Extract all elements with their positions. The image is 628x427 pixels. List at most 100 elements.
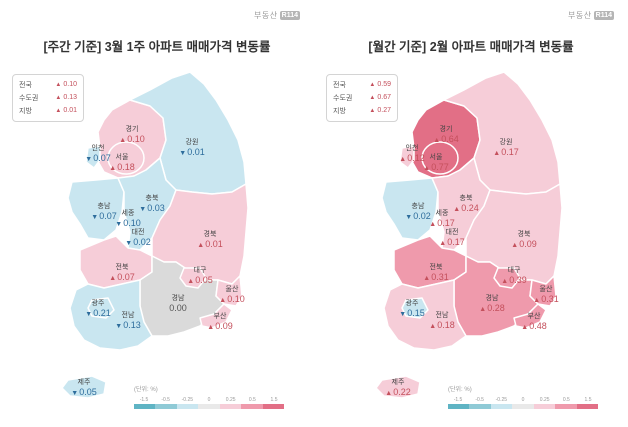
region-value-text: 0.28 [487,303,505,313]
region-jeonnam [69,279,153,351]
region-value-text: 0.31 [541,294,559,304]
summary-name: 지방 [19,107,32,115]
region-name: 부산 [527,313,541,320]
region-value-text: 0.10 [227,294,245,304]
region-value-text: 0.10 [123,218,141,228]
legend-tick: -0.5 [475,397,484,403]
region-value-text: 0.48 [529,321,547,331]
legend-tick: -1.5 [139,397,149,403]
up-triangle-icon: ▲ [479,306,487,313]
down-triangle-icon: ▼ [91,214,99,221]
up-triangle-icon: ▲ [369,108,376,114]
region-label-sejong: 세종 ▼0.10 [115,209,140,230]
region-label-seoul: 서울 ▲0.77 [423,153,448,174]
region-value: ▲0.01 [197,239,222,251]
region-label-busan: 부산 ▲0.09 [207,312,232,333]
region-name: 경남 [485,295,499,302]
region-name: 서울 [115,154,129,161]
region-label-gyeonggi: 경기 ▲0.10 [119,125,144,146]
region-value: ▲0.64 [433,134,458,146]
brand-text: 부동산 [254,11,278,20]
region-value: ▲0.18 [429,320,454,332]
region-value-text: 0.05 [195,275,213,285]
region-label-chungbuk: 충북 ▼0.03 [139,194,164,215]
region-value: ▼0.21 [85,308,110,320]
region-name: 충북 [145,195,159,202]
region-value: ▲0.17 [493,147,518,159]
region-label-gwangju: 광주 ▼0.15 [399,299,424,320]
up-triangle-icon: ▲ [429,323,437,330]
legend-bar [134,404,284,409]
region-name: 서울 [429,154,443,161]
region-value-text: 0.17 [501,147,519,157]
region-value-text: 0.00 [169,303,187,313]
up-triangle-icon: ▲ [197,242,205,249]
legend-ticks: -1.5 -0.5 -0.25 0 0.25 0.5 1.5 [448,397,598,403]
region-label-ulsan: 울산 ▲0.31 [533,285,558,306]
region-value: ▲0.17 [429,218,454,230]
region-label-gwangju: 광주 ▼0.21 [85,299,110,320]
region-name: 경기 [125,126,139,133]
up-triangle-icon: ▲ [399,156,407,163]
region-label-gyeongbuk: 경북 ▲0.01 [197,230,222,251]
summary-name: 전국 [333,81,346,89]
region-label-jeonbuk: 전북 ▲0.31 [423,263,448,284]
region-ulsan [215,275,243,307]
legend-swatch [512,404,534,409]
legend-swatch [134,404,156,409]
region-label-ulsan: 울산 ▲0.10 [219,285,244,306]
region-name: 제주 [77,379,91,386]
up-triangle-icon: ▲ [109,275,117,282]
region-value-text: 0.07 [93,153,111,163]
legend-tick: -0.5 [161,397,170,403]
legend-swatch [533,404,556,409]
up-triangle-icon: ▲ [55,108,62,114]
region-label-daejeon: 대전 ▼0.02 [125,228,150,249]
region-name: 전남 [121,312,135,319]
region-value-text: 0.21 [93,308,111,318]
korea-map [61,71,249,399]
region-label-daegu: 대구 ▲0.39 [501,266,526,287]
up-triangle-icon: ▲ [423,165,431,172]
region-value: ▲0.22 [385,387,410,399]
region-daegu [179,267,207,289]
legend-swatch [155,404,177,409]
down-triangle-icon: ▼ [139,206,147,213]
region-value-text: 0.24 [461,203,479,213]
region-name: 경기 [439,126,453,133]
up-triangle-icon: ▲ [207,324,215,331]
region-value-text: 0.15 [407,308,425,318]
region-value-text: 0.09 [519,239,537,249]
weekly-panel: 부동산 R114 [주간 기준] 3월 1주 아파트 매매가격 변동률 전국 ▲ 0… [12,11,300,409]
region-name: 광주 [405,300,419,307]
summary-value-text: 0.10 [63,81,77,88]
legend-swatch [469,404,491,409]
summary-row: 수도권 ▲ 0.67 [333,91,391,104]
region-value-text: 0.64 [441,134,459,144]
region-label-gyeongbuk: 경북 ▲0.09 [511,230,536,251]
region-value: ▲0.24 [453,203,478,215]
summary-value-text: 0.13 [63,94,77,101]
region-name: 울산 [225,286,239,293]
up-triangle-icon: ▲ [385,390,393,397]
summary-value: ▲ 0.67 [369,94,391,101]
summary-value-text: 0.27 [377,107,391,114]
up-triangle-icon: ▲ [369,95,376,101]
down-triangle-icon: ▼ [405,214,413,221]
summary-row: 전국 ▲ 0.59 [333,78,391,91]
region-name: 경북 [203,231,217,238]
up-triangle-icon: ▲ [429,221,437,228]
region-value: ▼0.15 [399,308,424,320]
summary-name: 수도권 [19,94,39,102]
region-label-chungnam: 충남 ▼0.07 [91,202,116,223]
region-name: 세종 [435,210,449,217]
legend-swatch [198,404,220,409]
region-gwangju [87,297,115,319]
up-triangle-icon: ▲ [119,137,127,144]
up-triangle-icon: ▲ [493,150,501,157]
up-triangle-icon: ▲ [453,206,461,213]
region-value: ▼0.07 [85,153,110,165]
summary-value-text: 0.01 [63,107,77,114]
region-name: 인천 [91,145,105,152]
legend-tick: 1.5 [584,397,592,403]
